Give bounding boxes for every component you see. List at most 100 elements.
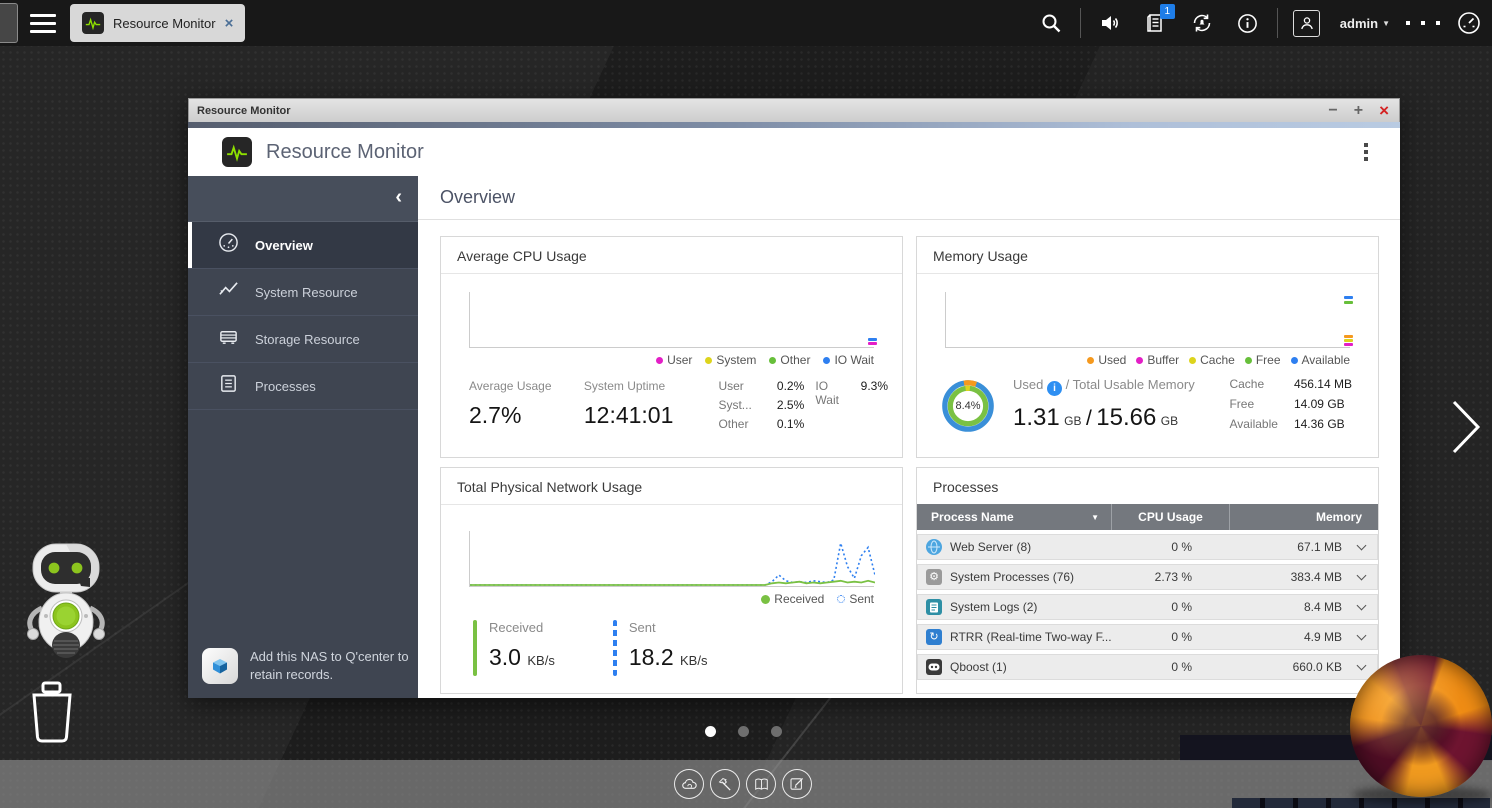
window-options-icon[interactable]: [1364, 140, 1368, 164]
network-legend: Received Sent: [441, 587, 902, 606]
swirl-logo-watermark: [1350, 655, 1492, 797]
col-cpu-usage[interactable]: CPU Usage: [1111, 504, 1229, 530]
memory-info-icon[interactable]: i: [1047, 381, 1062, 396]
process-row-system-processes[interactable]: ⚙ System Processes (76) 2.73 % 383.4 MB: [917, 564, 1378, 590]
recycle-bin-icon[interactable]: [26, 680, 78, 751]
network-card-title: Total Physical Network Usage: [441, 468, 902, 505]
chevron-down-icon[interactable]: ▼: [1382, 19, 1390, 28]
utilities-hammer-icon[interactable]: [710, 769, 740, 799]
user-menu[interactable]: admin: [1340, 16, 1378, 31]
cpu-breakdown: User0.2% Syst...2.5% Other0.1%: [718, 379, 815, 431]
pager-dot-3[interactable]: [771, 726, 782, 737]
sidebar-collapse-icon[interactable]: ‹: [395, 186, 402, 209]
processes-card: Processes Process Name▼ CPU Usage Memory…: [916, 467, 1379, 694]
volume-icon[interactable]: [1087, 0, 1133, 46]
legend-label: User: [667, 353, 692, 367]
background-tasks-icon[interactable]: [1179, 0, 1225, 46]
notifications-icon[interactable]: 1: [1133, 0, 1179, 46]
expand-chevron-icon[interactable]: [1357, 541, 1367, 551]
received-bar: [473, 620, 477, 676]
received-label: Received: [489, 620, 555, 635]
legend-label: Sent: [849, 592, 874, 606]
pager-dot-1[interactable]: [705, 726, 716, 737]
close-button[interactable]: ×: [1379, 102, 1389, 119]
dashboard-gauge-icon[interactable]: [1446, 0, 1492, 46]
sidebar-item-processes[interactable]: Processes: [188, 363, 418, 410]
legend-dot: [1291, 357, 1298, 364]
process-memory: 4.9 MB: [1304, 630, 1342, 644]
cpu-card-title: Average CPU Usage: [441, 237, 902, 274]
system-processes-icon: ⚙: [926, 569, 942, 585]
process-row-system-logs[interactable]: System Logs (2) 0 % 8.4 MB: [917, 594, 1378, 620]
window-title: Resource Monitor: [197, 105, 291, 117]
topbar-separator: [1080, 8, 1081, 38]
process-memory: 67.1 MB: [1297, 540, 1342, 554]
qboost-robot-mascot[interactable]: [20, 542, 112, 669]
expand-chevron-icon[interactable]: [1357, 631, 1367, 641]
main-content: Overview Average CPU Usage User System: [418, 176, 1400, 698]
myqnapcloud-icon[interactable]: [674, 769, 704, 799]
process-table-header[interactable]: Process Name ▼ CPU Usage Memory: [917, 504, 1378, 530]
legend-label: Available: [1302, 353, 1350, 367]
legend-dot: [769, 357, 776, 364]
sidebar-item-overview[interactable]: Overview: [188, 222, 418, 269]
uptime-value: 12:41:01: [584, 402, 719, 429]
sidebar-item-system-resource[interactable]: System Resource: [188, 269, 418, 316]
pager-dot-2[interactable]: [738, 726, 749, 737]
main-menu-button[interactable]: [30, 9, 56, 38]
process-row-web-server[interactable]: Web Server (8) 0 % 67.1 MB: [917, 534, 1378, 560]
expand-chevron-icon[interactable]: [1357, 661, 1367, 671]
feedback-compose-icon[interactable]: [782, 769, 812, 799]
window-header: Resource Monitor: [188, 128, 1400, 176]
memory-details: Cache456.14 MB Free14.09 GB Available14.…: [1229, 377, 1352, 431]
process-cpu: 0 %: [1112, 540, 1230, 554]
legend-label: Received: [774, 592, 824, 606]
cpu-current-mark-iowait: [868, 338, 877, 341]
line-chart-icon: [218, 279, 239, 305]
user-avatar-icon[interactable]: [1284, 0, 1330, 46]
qcenter-cube-icon: [202, 648, 238, 684]
legend-dot: [1189, 357, 1196, 364]
process-row-rtrr[interactable]: ↻ RTRR (Real-time Two-way F... 0 % 4.9 M…: [917, 624, 1378, 650]
tab-resource-monitor[interactable]: Resource Monitor ×: [70, 4, 245, 42]
top-bar: Resource Monitor × 1: [0, 0, 1492, 46]
process-memory: 383.4 MB: [1291, 570, 1342, 584]
col-process-name[interactable]: Process Name: [931, 510, 1014, 524]
sidebar-item-label: Storage Resource: [255, 332, 360, 347]
received-value: 3.0: [489, 644, 521, 670]
process-list-icon: [218, 373, 239, 399]
info-icon[interactable]: [1225, 0, 1271, 46]
legend-dot: [1087, 357, 1094, 364]
qboost-icon: [926, 659, 942, 675]
sort-caret-icon[interactable]: ▼: [1091, 513, 1099, 522]
process-name: System Processes (76): [950, 570, 1074, 584]
legend-dot: [761, 595, 770, 604]
expand-chevron-icon[interactable]: [1357, 571, 1367, 581]
memory-total-value: 15.66: [1096, 404, 1156, 431]
more-options-icon[interactable]: [1400, 0, 1446, 46]
next-screen-chevron-icon[interactable]: [1448, 398, 1484, 461]
minimize-button[interactable]: −: [1328, 103, 1337, 119]
expand-chevron-icon[interactable]: [1357, 601, 1367, 611]
sidebar-item-label: System Resource: [255, 285, 358, 300]
legend-dot: [823, 357, 830, 364]
memory-divider: /: [1086, 407, 1092, 430]
search-icon[interactable]: [1028, 0, 1074, 46]
tab-close-icon[interactable]: ×: [225, 16, 234, 31]
legend-dot: [705, 357, 712, 364]
cpu-card: Average CPU Usage User System Other IO W…: [440, 236, 903, 458]
system-logs-icon: [926, 599, 942, 615]
storage-drive-icon: [218, 326, 239, 352]
process-cpu: 0 %: [1112, 630, 1230, 644]
sidebar-item-storage-resource[interactable]: Storage Resource: [188, 316, 418, 363]
window-titlebar[interactable]: Resource Monitor − + ×: [188, 98, 1400, 122]
legend-label: Buffer: [1147, 353, 1179, 367]
maximize-button[interactable]: +: [1354, 103, 1363, 119]
documentation-book-icon[interactable]: [746, 769, 776, 799]
process-row-qboost[interactable]: Qboost (1) 0 % 660.0 KB: [917, 654, 1378, 680]
col-memory[interactable]: Memory: [1229, 504, 1378, 530]
resource-monitor-window: Resource Monitor − + × Resource Monitor …: [188, 98, 1400, 698]
legend-dashed-circle: [837, 595, 845, 603]
total-usable-label: / Total Usable Memory: [1066, 377, 1195, 392]
qcenter-note[interactable]: Add this NAS to Q'center to retain recor…: [202, 648, 410, 684]
